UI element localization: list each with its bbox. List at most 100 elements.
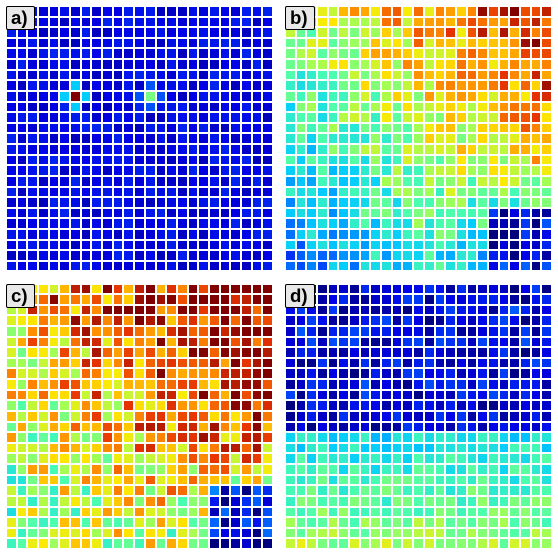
heatmap-cell (338, 368, 349, 379)
heatmap-cell (156, 123, 167, 134)
heatmap-cell (102, 347, 113, 358)
heatmap-cell (177, 485, 188, 496)
heatmap-cell (306, 485, 317, 496)
heatmap-cell (252, 144, 263, 155)
heatmap-cell (392, 261, 403, 272)
heatmap-cell (317, 59, 328, 70)
heatmap-cell (413, 80, 424, 91)
heatmap-cell (91, 187, 102, 198)
heatmap-cell (456, 443, 467, 454)
heatmap-cell (59, 284, 70, 295)
heatmap-cell (360, 187, 371, 198)
heatmap-cell (156, 6, 167, 17)
heatmap-cell (392, 517, 403, 528)
heatmap-cell (317, 400, 328, 411)
heatmap-cell (445, 284, 456, 295)
heatmap-cell (435, 379, 446, 390)
heatmap-cell (381, 165, 392, 176)
heatmap-cell (467, 496, 478, 507)
heatmap-cell (338, 91, 349, 102)
heatmap-cell (241, 155, 252, 166)
heatmap-cell (477, 347, 488, 358)
heatmap-cell (541, 218, 552, 229)
heatmap-cell (113, 176, 124, 187)
heatmap-cell (113, 326, 124, 337)
heatmap-cell (328, 112, 339, 123)
heatmap-cell (220, 218, 231, 229)
heatmap-cell (392, 390, 403, 401)
heatmap-cell (17, 229, 28, 240)
heatmap-cell (81, 17, 92, 28)
heatmap-cell (38, 187, 49, 198)
heatmap-cell (392, 326, 403, 337)
heatmap-cell (477, 144, 488, 155)
heatmap-cell (296, 464, 307, 475)
heatmap-cell (306, 443, 317, 454)
heatmap-cell (349, 155, 360, 166)
heatmap-cell (38, 102, 49, 113)
heatmap-cell (531, 133, 542, 144)
heatmap-cell (145, 528, 156, 539)
heatmap-cell (499, 91, 510, 102)
heatmap-cell (499, 284, 510, 295)
heatmap-cell (541, 102, 552, 113)
heatmap-cell (230, 91, 241, 102)
heatmap-cell (59, 17, 70, 28)
heatmap-cell (209, 538, 220, 549)
heatmap-cell (17, 379, 28, 390)
heatmap-cell (285, 326, 296, 337)
heatmap-cell (488, 507, 499, 518)
heatmap-cell (241, 507, 252, 518)
heatmap-cell (17, 485, 28, 496)
heatmap-cell (188, 250, 199, 261)
heatmap-cell (509, 400, 520, 411)
heatmap-cell (252, 165, 263, 176)
heatmap-cell (177, 305, 188, 316)
heatmap-cell (6, 422, 17, 433)
heatmap-cell (360, 507, 371, 518)
heatmap-cell (49, 123, 60, 134)
heatmap-cell (424, 102, 435, 113)
heatmap-cell (241, 218, 252, 229)
heatmap-cell (166, 70, 177, 81)
heatmap-cell (262, 112, 273, 123)
heatmap-cell (166, 240, 177, 251)
heatmap-cell (6, 218, 17, 229)
heatmap-cell (360, 422, 371, 433)
heatmap-cell (123, 208, 134, 219)
heatmap-cell (177, 528, 188, 539)
heatmap-cell (241, 27, 252, 38)
heatmap-cell (38, 250, 49, 261)
heatmap-cell (134, 284, 145, 295)
heatmap-cell (59, 507, 70, 518)
heatmap-cell (370, 475, 381, 486)
heatmap-cell (220, 379, 231, 390)
heatmap-cell (113, 517, 124, 528)
heatmap-cell (27, 240, 38, 251)
heatmap-cell (541, 250, 552, 261)
heatmap-cell (328, 390, 339, 401)
heatmap-cell (392, 432, 403, 443)
heatmap-cell (402, 250, 413, 261)
heatmap-cell (145, 91, 156, 102)
heatmap-cell (445, 538, 456, 549)
heatmap-cell (252, 38, 263, 49)
heatmap-cell (123, 102, 134, 113)
heatmap-cell (102, 112, 113, 123)
heatmap-cell (145, 261, 156, 272)
heatmap-cell (102, 218, 113, 229)
heatmap-cell (198, 6, 209, 17)
heatmap-cell (531, 218, 542, 229)
heatmap-cell (360, 91, 371, 102)
heatmap-cell (370, 411, 381, 422)
heatmap-cell (123, 496, 134, 507)
heatmap-cell (220, 176, 231, 187)
heatmap-cell (220, 368, 231, 379)
heatmap-cell (188, 507, 199, 518)
heatmap-cell (262, 400, 273, 411)
heatmap-cell (435, 315, 446, 326)
heatmap-cell (296, 432, 307, 443)
heatmap-cell (81, 240, 92, 251)
heatmap-cell (177, 155, 188, 166)
heatmap-cell (17, 59, 28, 70)
